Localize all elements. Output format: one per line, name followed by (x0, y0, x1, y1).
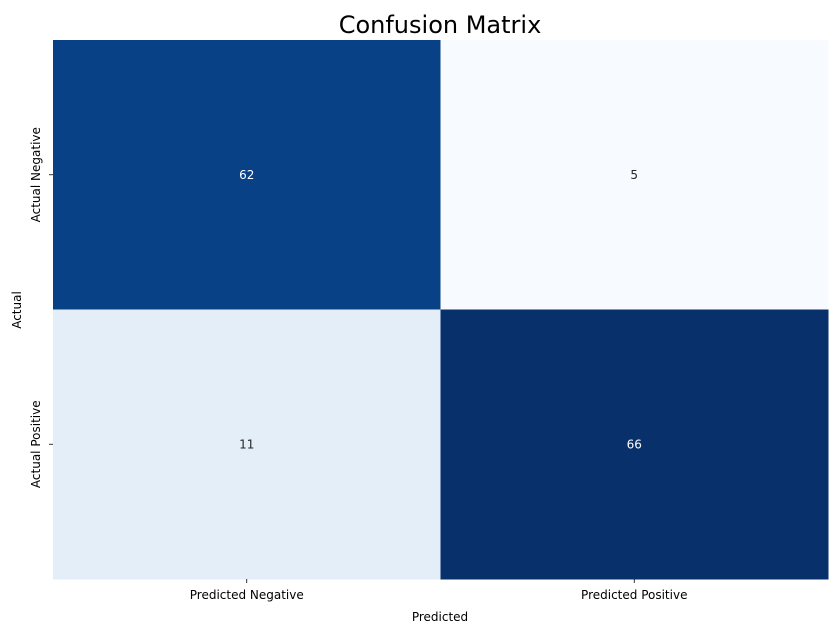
x-tick-label: Predicted Positive (581, 588, 687, 602)
cell-value-label: 5 (630, 168, 638, 182)
heatmap-cell-r0-c0 (53, 40, 441, 310)
y-tick-label: Actual Positive (29, 400, 43, 488)
x-tick-label: Predicted Negative (190, 588, 304, 602)
heatmap-cells: 62 5 11 66 (53, 40, 829, 580)
cell-value-label: 11 (239, 437, 254, 451)
axis-ticks: Predicted Negative Predicted Positive Actu… (29, 127, 687, 602)
heatmap-cell-r1-c0 (53, 309, 441, 580)
cell-value-label: 62 (239, 168, 254, 182)
x-axis-label: Predicted (412, 610, 468, 624)
y-axis-label: Actual (10, 291, 24, 329)
y-tick-label: Actual Negative (29, 127, 43, 222)
heatmap-cell-r1-c1 (440, 309, 829, 580)
chart-title: Confusion Matrix (339, 11, 542, 39)
heatmap-cell-r0-c1 (440, 40, 829, 310)
cell-value-label: 66 (627, 437, 642, 451)
